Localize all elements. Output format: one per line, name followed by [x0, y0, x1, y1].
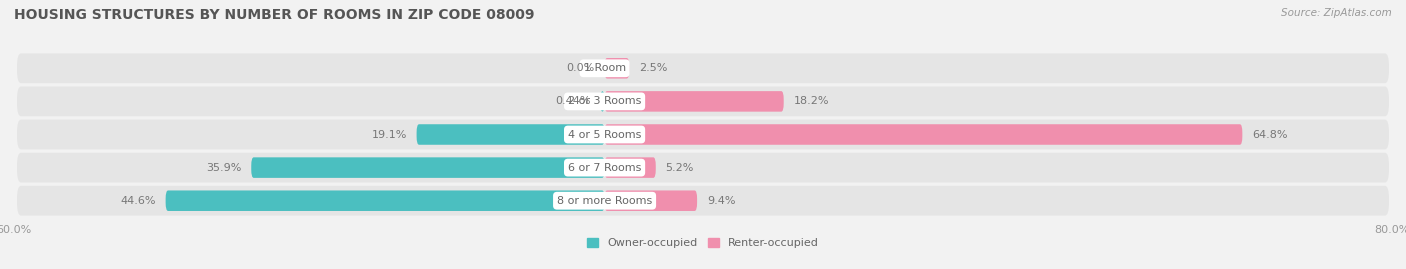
FancyBboxPatch shape — [605, 91, 783, 112]
Text: 64.8%: 64.8% — [1253, 129, 1288, 140]
Text: 6 or 7 Rooms: 6 or 7 Rooms — [568, 162, 641, 173]
Text: 19.1%: 19.1% — [371, 129, 406, 140]
FancyBboxPatch shape — [605, 124, 1243, 145]
Text: 0.0%: 0.0% — [567, 63, 595, 73]
FancyBboxPatch shape — [605, 190, 697, 211]
Text: Source: ZipAtlas.com: Source: ZipAtlas.com — [1281, 8, 1392, 18]
Text: 18.2%: 18.2% — [793, 96, 830, 107]
FancyBboxPatch shape — [416, 124, 605, 145]
Legend: Owner-occupied, Renter-occupied: Owner-occupied, Renter-occupied — [582, 233, 824, 253]
FancyBboxPatch shape — [17, 186, 1389, 216]
Text: 9.4%: 9.4% — [707, 196, 735, 206]
Text: 4 or 5 Rooms: 4 or 5 Rooms — [568, 129, 641, 140]
FancyBboxPatch shape — [252, 157, 605, 178]
FancyBboxPatch shape — [17, 153, 1389, 182]
FancyBboxPatch shape — [17, 53, 1389, 83]
FancyBboxPatch shape — [605, 157, 655, 178]
Text: 35.9%: 35.9% — [207, 162, 242, 173]
Text: 2.5%: 2.5% — [638, 63, 668, 73]
FancyBboxPatch shape — [600, 91, 605, 112]
Text: 44.6%: 44.6% — [121, 196, 156, 206]
FancyBboxPatch shape — [17, 87, 1389, 116]
FancyBboxPatch shape — [166, 190, 605, 211]
Text: 2 or 3 Rooms: 2 or 3 Rooms — [568, 96, 641, 107]
Text: 1 Room: 1 Room — [583, 63, 626, 73]
Text: HOUSING STRUCTURES BY NUMBER OF ROOMS IN ZIP CODE 08009: HOUSING STRUCTURES BY NUMBER OF ROOMS IN… — [14, 8, 534, 22]
Text: 5.2%: 5.2% — [665, 162, 695, 173]
Text: 0.44%: 0.44% — [555, 96, 591, 107]
FancyBboxPatch shape — [17, 120, 1389, 149]
FancyBboxPatch shape — [605, 58, 630, 79]
Text: 8 or more Rooms: 8 or more Rooms — [557, 196, 652, 206]
